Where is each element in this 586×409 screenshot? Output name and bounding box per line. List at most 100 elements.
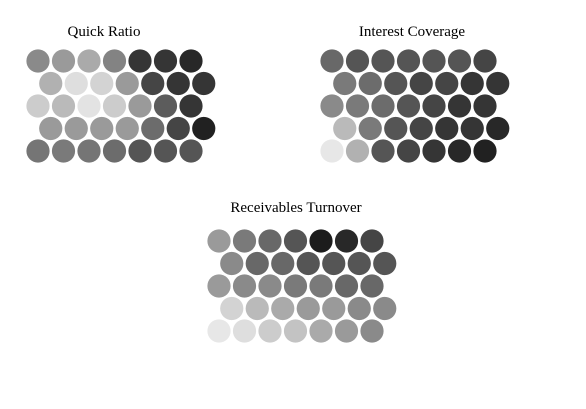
interest-coverage-cell-r1-c6 [486,71,510,96]
receivables-turnover-cell-r2-c2 [258,274,282,298]
receivables-turnover-cell-r0-c2 [258,229,282,253]
receivables-turnover-cell-r3-c3 [296,296,320,321]
interest-coverage-cell-r2-c6 [473,94,497,118]
receivables-turnover-cell-r0-c1 [232,229,257,253]
quick-ratio-cell-r2-c4 [128,94,152,118]
interest-coverage-cell-r3-c2 [384,116,408,141]
receivables-turnover-cell-r3-c0 [220,296,244,321]
quick-ratio-cell-r0-c2 [77,49,101,73]
quick-ratio-cell-r0-c4 [128,49,152,73]
interest-coverage-cell-r4-c1 [345,139,370,163]
quick-ratio-cell-r2-c2 [77,94,101,118]
interest-coverage-cell-r2-c0 [320,94,344,118]
receivables-turnover-cell-r1-c3 [296,251,320,276]
receivables-turnover-hex-map [207,229,397,343]
quick-ratio-cell-r0-c1 [51,49,76,73]
interest-coverage-cell-r0-c3 [396,49,421,73]
quick-ratio-cell-r1-c2 [90,71,114,96]
receivables-turnover-cell-r4-c4 [309,319,333,343]
quick-ratio-cell-r4-c6 [179,139,203,163]
quick-ratio-cell-r1-c3 [115,71,139,96]
quick-ratio-cell-r4-c2 [77,139,101,163]
interest-coverage-cell-r0-c6 [473,49,497,73]
quick-ratio-cell-r4-c4 [128,139,152,163]
receivables-turnover-cell-r1-c5 [347,251,371,276]
interest-coverage-cell-r4-c6 [473,139,497,163]
quick-ratio-cell-r3-c6 [192,116,216,141]
quick-ratio-cell-r3-c0 [39,116,63,141]
receivables-turnover-cell-r4-c0 [207,319,231,343]
quick-ratio-cell-r2-c1 [51,94,76,118]
receivables-turnover-cell-r0-c5 [334,229,359,253]
quick-ratio-cell-r4-c1 [51,139,76,163]
interest-coverage-cell-r4-c2 [371,139,395,163]
receivables-turnover-cell-r1-c4 [322,251,346,276]
interest-coverage-cell-r4-c3 [396,139,421,163]
interest-coverage-cell-r2-c3 [396,94,421,118]
receivables-turnover-cell-r2-c4 [309,274,333,298]
receivables-turnover-cell-r3-c1 [245,296,269,321]
quick-ratio-cell-r1-c0 [39,71,63,96]
interest-coverage-cell-r3-c6 [486,116,510,141]
quick-ratio-cell-r1-c4 [141,71,165,96]
receivables-turnover-cell-r1-c2 [271,251,295,276]
interest-coverage-title: Interest Coverage [359,24,466,40]
quick-ratio-cell-r2-c3 [102,94,127,118]
receivables-turnover-cell-r0-c0 [207,229,231,253]
receivables-turnover-title: Receivables Turnover [230,200,361,216]
interest-coverage-cell-r4-c5 [447,139,472,163]
interest-coverage-cell-r4-c4 [422,139,446,163]
quick-ratio-cell-r0-c3 [102,49,127,73]
interest-coverage-cell-r2-c4 [422,94,446,118]
interest-coverage-cell-r0-c5 [447,49,472,73]
quick-ratio-cell-r1-c6 [192,71,216,96]
quick-ratio-cell-r3-c3 [115,116,139,141]
interest-coverage-cell-r1-c1 [358,71,382,96]
receivables-turnover-cell-r4-c3 [283,319,308,343]
quick-ratio-cell-r0-c6 [179,49,203,73]
quick-ratio-title: Quick Ratio [68,24,141,40]
receivables-turnover-cell-r2-c5 [334,274,359,298]
quick-ratio-cell-r3-c1 [64,116,88,141]
quick-ratio-cell-r1-c1 [64,71,88,96]
receivables-turnover-cell-r1-c6 [373,251,397,276]
quick-ratio-cell-r4-c5 [153,139,178,163]
quick-ratio-cell-r2-c6 [179,94,203,118]
receivables-turnover-cell-r3-c4 [322,296,346,321]
receivables-turnover-cell-r1-c1 [245,251,269,276]
quick-ratio-cell-r3-c2 [90,116,114,141]
quick-ratio-cell-r4-c0 [26,139,50,163]
interest-coverage-cell-r0-c1 [345,49,370,73]
receivables-turnover-cell-r4-c6 [360,319,384,343]
quick-ratio-cell-r2-c5 [153,94,178,118]
quick-ratio-hex-map [26,49,216,163]
quick-ratio-cell-r0-c5 [153,49,178,73]
receivables-turnover-cell-r2-c6 [360,274,384,298]
receivables-turnover-cell-r2-c0 [207,274,231,298]
receivables-turnover-cell-r0-c3 [283,229,308,253]
receivables-turnover-cell-r0-c4 [309,229,333,253]
interest-coverage-cell-r1-c3 [409,71,433,96]
receivables-turnover-cell-r0-c6 [360,229,384,253]
interest-coverage-cell-r3-c4 [435,116,459,141]
quick-ratio-cell-r3-c5 [166,116,190,141]
receivables-turnover-cell-r3-c6 [373,296,397,321]
interest-coverage-cell-r0-c0 [320,49,344,73]
interest-coverage-cell-r1-c4 [435,71,459,96]
interest-coverage-cell-r4-c0 [320,139,344,163]
quick-ratio-cell-r0-c0 [26,49,50,73]
interest-coverage-cell-r2-c1 [345,94,370,118]
interest-coverage-cell-r1-c5 [460,71,484,96]
receivables-turnover-cell-r3-c2 [271,296,295,321]
quick-ratio-cell-r1-c5 [166,71,190,96]
interest-coverage-cell-r0-c2 [371,49,395,73]
interest-coverage-cell-r1-c0 [333,71,357,96]
receivables-turnover-cell-r3-c5 [347,296,371,321]
receivables-turnover-cell-r4-c2 [258,319,282,343]
interest-coverage-cell-r3-c0 [333,116,357,141]
receivables-turnover-cell-r1-c0 [220,251,244,276]
interest-coverage-cell-r1-c2 [384,71,408,96]
receivables-turnover-cell-r4-c1 [232,319,257,343]
receivables-turnover-cell-r4-c5 [334,319,359,343]
